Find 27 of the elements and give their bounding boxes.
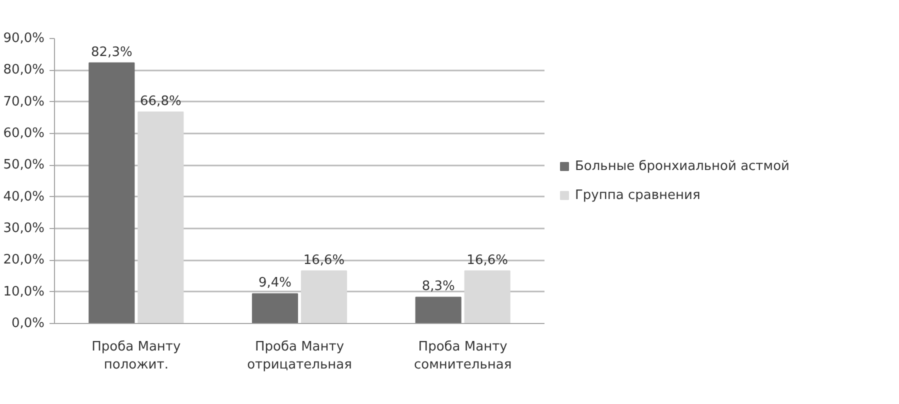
y-tick-label: 50,0% [3, 158, 45, 173]
y-tick-label: 20,0% [3, 252, 45, 268]
data-label: 9,4% [258, 276, 292, 291]
data-label: 66,8% [140, 94, 182, 109]
y-tick-label: 40,0% [3, 189, 45, 204]
legend-label: Группа сравнения [575, 188, 700, 202]
data-label: 8,3% [422, 279, 455, 294]
bar [252, 293, 298, 324]
y-tick-label: 90,0% [3, 31, 45, 46]
bar [88, 62, 135, 324]
bar [415, 296, 462, 324]
data-label: 82,3% [91, 44, 132, 60]
y-tick-label: 80,0% [3, 62, 45, 78]
y-tick-label: 30,0% [3, 221, 45, 236]
y-tick-label: 10,0% [3, 284, 45, 300]
x-tick-label: Проба Манту положит. [92, 340, 181, 372]
bar [300, 270, 348, 324]
y-tick-label: 0,0% [11, 316, 45, 331]
x-tick-label: Проба Манту сомнительная [414, 340, 512, 372]
bar [464, 270, 510, 324]
y-tick-label: 60,0% [3, 126, 45, 141]
data-label: 16,6% [303, 252, 345, 268]
bar [138, 111, 184, 324]
data-label: 16,6% [466, 252, 508, 268]
x-tick-label: Проба Манту отрицательная [247, 340, 352, 372]
legend-label: Больные бронхиальной астмой [575, 158, 790, 174]
y-tick-label: 70,0% [3, 94, 45, 110]
